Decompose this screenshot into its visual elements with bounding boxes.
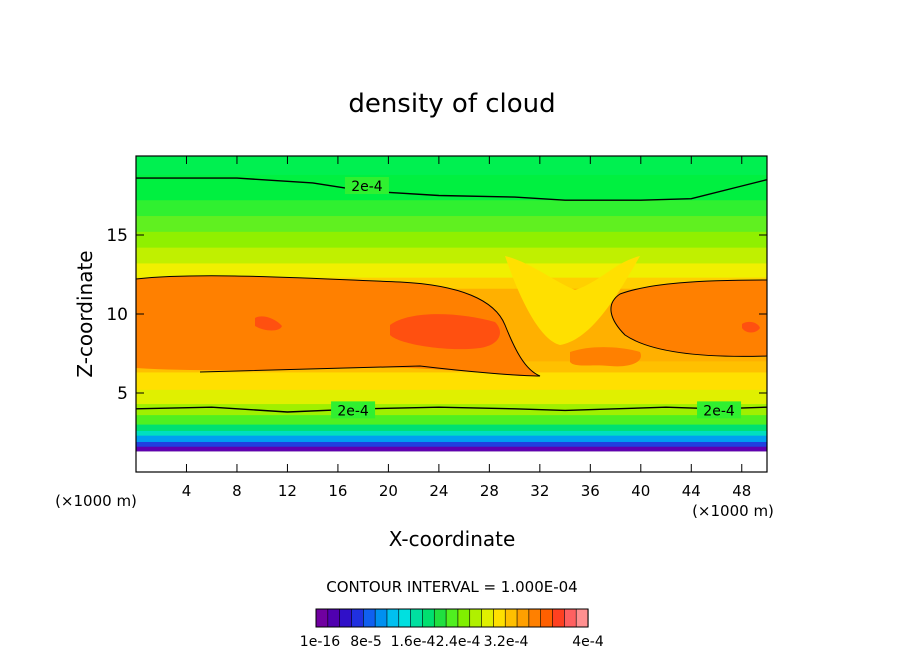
colorbar-swatch — [410, 608, 424, 628]
peak-region-left — [390, 314, 500, 350]
x-tick-label: 24 — [429, 482, 448, 500]
colorbar-labels: 1e-16 8e-5 1.6e-4 2.4e-4 3.2e-4 4e-4 — [300, 634, 604, 650]
contour-label-bg — [344, 177, 389, 195]
colorbar-swatch — [374, 608, 388, 628]
colorbar-swatch — [540, 608, 554, 628]
colorbar-swatch — [575, 608, 589, 628]
x-tick-label: 4 — [182, 482, 192, 500]
x-tick-label: 32 — [530, 482, 549, 500]
y-tick-label: 5 — [117, 384, 128, 404]
high-density-region-left — [136, 275, 545, 376]
colorbar-swatch — [564, 608, 577, 628]
colorbar-swatch — [457, 608, 471, 628]
colorbar-swatch — [552, 608, 565, 628]
colorbar-swatch — [433, 608, 447, 628]
contour-line-2e4-lower — [136, 406, 767, 413]
contour-label: 2e-4 — [337, 403, 369, 419]
y-axis: 5 10 15 — [106, 226, 767, 404]
contour-label: 2e-4 — [703, 403, 735, 419]
colorbar-swatch — [327, 608, 341, 628]
x-axis-label: X-coordinate — [389, 527, 516, 551]
x-tick-label: 44 — [682, 482, 701, 500]
x-tick-label: 48 — [732, 482, 751, 500]
x-unit-right: (×1000 m) — [692, 502, 774, 520]
x-tick-label: 40 — [631, 482, 650, 500]
peak-region-right — [742, 321, 760, 333]
contour-interval-text: CONTOUR INTERVAL = 1.000E-04 — [326, 578, 577, 596]
below-domain — [136, 451, 767, 472]
colorbar-label: 8e-5 — [350, 634, 381, 650]
x-tick-label: 28 — [480, 482, 499, 500]
colorbar-swatch — [481, 608, 494, 628]
colorbar-swatch — [445, 608, 459, 628]
colorbar-swatch — [351, 608, 364, 628]
chart-title: density of cloud — [348, 89, 555, 119]
x-tick-label: 8 — [232, 482, 242, 500]
y-tick-label: 10 — [106, 305, 128, 325]
colorbar-swatch — [386, 608, 400, 628]
contour-label-bg — [697, 401, 742, 419]
colorbar — [315, 608, 589, 628]
colorbar-swatch — [469, 608, 483, 628]
x-tick-label: 20 — [379, 482, 398, 500]
high-density-region-right — [610, 280, 767, 357]
x-unit-left: (×1000 m) — [55, 492, 137, 510]
colorbar-swatch — [493, 608, 506, 628]
contour-line-2e4-upper — [136, 177, 767, 201]
y-tick-label: 15 — [106, 226, 128, 246]
contour-line-3e4-left — [136, 275, 541, 377]
x-axis: 4 8 12 16 20 24 28 32 36 40 44 48 — [182, 156, 751, 500]
colorbar-swatch — [363, 608, 376, 628]
cell-region — [570, 347, 641, 367]
contour-label-bg — [331, 401, 376, 419]
colorbar-swatch — [398, 608, 412, 628]
colorbar-swatch — [528, 608, 542, 628]
colorbar-label: 4e-4 — [572, 634, 604, 650]
colorbar-swatch — [516, 608, 530, 628]
contour-line-3e4-right — [610, 279, 767, 357]
colorbar-swatch — [339, 608, 353, 628]
x-tick-label: 12 — [278, 482, 297, 500]
downdraft-region — [505, 256, 640, 345]
x-tick-label: 36 — [581, 482, 600, 500]
contour-label: 2e-4 — [351, 179, 383, 195]
colorbar-swatch — [504, 608, 518, 628]
colorbar-label: 1.6e-4 — [391, 634, 436, 650]
colorbar-label: 1e-16 — [300, 634, 340, 650]
colorbar-swatch — [315, 608, 329, 628]
x-tick-label: 16 — [328, 482, 347, 500]
plot-area: 2e-4 2e-4 2e-4 — [136, 156, 767, 472]
colorbar-label: 2.4e-4 — [436, 634, 481, 650]
y-axis-label: Z-coordinate — [73, 250, 97, 377]
peak-region-small — [255, 316, 282, 331]
colorbar-frame — [315, 608, 589, 628]
colorbar-label: 3.2e-4 — [484, 634, 529, 650]
colorbar-swatch — [422, 608, 435, 628]
